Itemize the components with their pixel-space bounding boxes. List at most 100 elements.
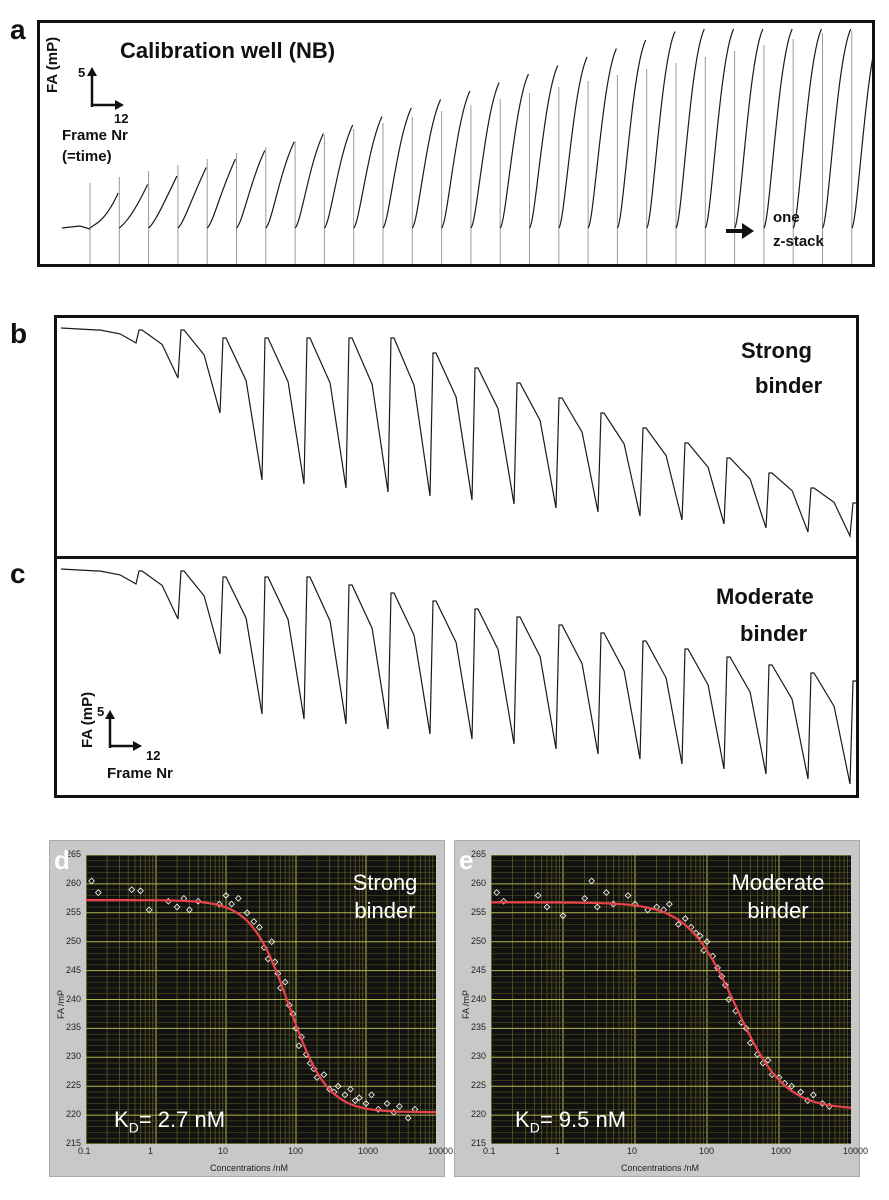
panel-d-xlabel: Concentrations /nM [210, 1163, 289, 1173]
panel-a-segment [148, 175, 178, 229]
data-point [396, 1103, 403, 1110]
panel-a-box: Calibration well (NB) FA (mP) 5 12 Frame… [37, 20, 875, 267]
panel-a-segment [323, 124, 354, 229]
data-point [681, 915, 689, 922]
panel-a-segment [382, 107, 412, 229]
panel-d-ylabel: FA /mP [56, 989, 66, 1019]
data-point [624, 892, 632, 899]
panel-a-segment [118, 184, 149, 229]
data-point [347, 1085, 354, 1093]
panel-a-segment [558, 56, 588, 229]
panel-a-segment [734, 28, 764, 229]
panel-d-kd-prefix: K [114, 1107, 129, 1132]
data-point [334, 1082, 342, 1090]
data-point [588, 877, 596, 885]
panel-d-title: Strong binder [352, 870, 418, 923]
panel-label-c: c [10, 558, 26, 589]
panel-d-kd-value: = 2.7 nM [138, 1107, 226, 1132]
y-tick-label: 260 [471, 877, 487, 888]
data-point [593, 903, 601, 911]
data-point [383, 1100, 391, 1107]
data-point [94, 889, 102, 896]
data-point [281, 978, 289, 986]
panel-a-segment [177, 167, 207, 229]
panel-a-arrow-text-2: z-stack [773, 233, 824, 250]
panel-c-title-1: Moderate [716, 584, 814, 609]
panel-a-axis-y-val: 5 [78, 65, 86, 80]
panel-d: 215 220 225 230 235 240 245 250 255 260 265 0.1 1 10 1… [49, 840, 453, 1177]
panel-a-segment [821, 28, 852, 229]
panel-e-kd: KD= 9.5 nM [515, 1107, 626, 1135]
data-point [256, 923, 263, 931]
panel-a-segment [528, 65, 559, 229]
y-tick-label: 230 [471, 1051, 487, 1062]
data-point [351, 1097, 359, 1105]
y-tick-label: 215 [66, 1138, 82, 1148]
panel-a-title: Calibration well (NB) [120, 38, 336, 63]
panel-d-kd: KD= 2.7 nM [114, 1107, 225, 1135]
data-point [222, 892, 230, 899]
data-point [703, 938, 711, 946]
panel-divider [57, 556, 856, 559]
x-tick-label: 1 [148, 1146, 154, 1156]
x-tick-label: 0.1 [78, 1146, 91, 1156]
panel-e-kd-sub: D [529, 1119, 540, 1136]
y-tick-label: 255 [471, 906, 487, 917]
panel-a-axis-x-title: Frame Nr [62, 127, 128, 144]
panel-a-segment [587, 48, 617, 229]
panel-b-title-2: binder [755, 373, 823, 398]
panel-a-segment [353, 116, 383, 229]
panel-a-segment [294, 133, 324, 229]
panel-d-chart [86, 855, 436, 1144]
panel-d-kd-sub: D [128, 1119, 139, 1136]
panel-e-kd-value: = 9.5 nM [539, 1107, 627, 1132]
data-point [725, 996, 733, 1003]
panel-e: 215 220 225 230 235 240 245 250 255 260 265 0.1 1 10 1… [454, 840, 868, 1177]
data-point [602, 889, 610, 896]
panel-a-segment [704, 28, 735, 229]
x-tick-label: 10000 [843, 1146, 869, 1156]
x-tick-label: 10000 [428, 1146, 454, 1156]
panel-label-e: e [459, 845, 474, 875]
data-point [797, 1088, 805, 1096]
y-tick-label: 220 [66, 1109, 82, 1120]
y-tick-label: 220 [471, 1109, 487, 1120]
y-tick-label: 230 [66, 1051, 82, 1062]
data-point [362, 1100, 370, 1107]
data-point [665, 900, 673, 908]
panel-a-segment [851, 58, 872, 229]
y-tick-label: 250 [471, 935, 487, 946]
data-point [145, 906, 153, 914]
panel-a-segment [792, 28, 823, 229]
data-point [128, 886, 136, 894]
panel-e-title: Moderate binder [731, 870, 825, 923]
data-point [186, 906, 193, 914]
panel-b-trace [60, 327, 856, 539]
data-point [228, 900, 235, 908]
panel-e-chart [491, 855, 851, 1144]
panel-a-segment [616, 39, 647, 229]
x-tick-label: 0.1 [483, 1146, 496, 1156]
panel-a-segment [763, 28, 793, 229]
data-point [355, 1094, 363, 1102]
panel-c-axis-y-val: 5 [97, 704, 105, 719]
y-tick-label: 245 [66, 964, 82, 975]
data-point [581, 894, 589, 902]
data-point [320, 1071, 328, 1079]
panel-a-axis-arrows [87, 67, 124, 110]
x-tick-label: 1 [555, 1146, 561, 1156]
panel-e-ylabel: FA /mP [461, 989, 471, 1019]
panel-a-segment [236, 150, 266, 229]
y-tick-label: 265 [66, 849, 82, 859]
data-point [559, 912, 567, 920]
y-tick-label: 260 [66, 877, 82, 888]
data-point [173, 903, 181, 911]
panel-bc-box: Strong binder Moderate binder FA (mP) 5 … [54, 315, 859, 798]
panel-a-segment [265, 141, 295, 229]
y-tick-label: 215 [471, 1138, 487, 1148]
panel-a-segment [646, 31, 676, 229]
panel-c-axis-y: FA (mP) [79, 691, 96, 748]
panel-b-title-1: Strong [741, 338, 812, 363]
x-tick-label: 1000 [358, 1146, 379, 1156]
data-point [543, 903, 551, 911]
